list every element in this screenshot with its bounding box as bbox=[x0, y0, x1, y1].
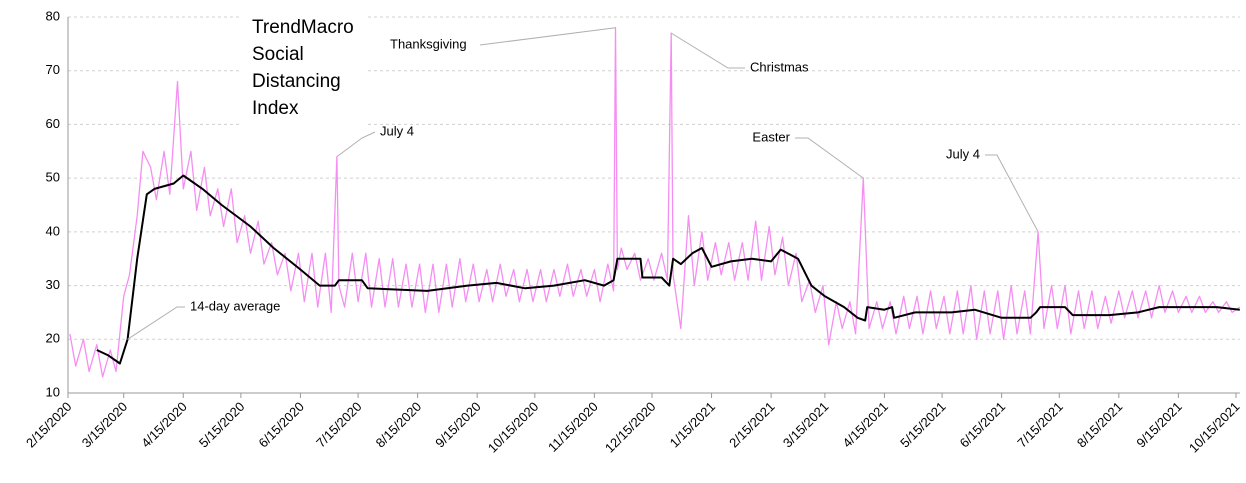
y-tick-label: 40 bbox=[46, 223, 60, 238]
x-tick-label: 1/15/2021 bbox=[667, 399, 719, 451]
leader-line bbox=[479, 27, 616, 46]
x-tick-label: 12/15/2020 bbox=[602, 399, 659, 456]
chart-title: Index bbox=[252, 98, 299, 119]
x-tick-label: 5/15/2020 bbox=[196, 399, 248, 451]
x-tick-label: 9/15/2021 bbox=[1133, 399, 1185, 451]
y-tick-label: 70 bbox=[46, 62, 60, 77]
x-tick-label: 8/15/2020 bbox=[373, 399, 425, 451]
x-tick-label: 3/15/2020 bbox=[79, 399, 131, 451]
series-label: 14-day average bbox=[190, 298, 280, 313]
x-tick-label: 11/15/2020 bbox=[545, 399, 601, 455]
annotation: July 4 bbox=[946, 146, 980, 161]
x-tick-label: 7/15/2021 bbox=[1014, 399, 1066, 451]
x-tick-label: 10/15/2020 bbox=[485, 399, 542, 456]
chart-title: TrendMacro bbox=[252, 17, 354, 38]
chart-title: Social bbox=[252, 44, 304, 65]
x-tick-label: 10/15/2021 bbox=[1186, 399, 1243, 456]
leader-line bbox=[795, 137, 864, 179]
x-tick-label: 2/15/2020 bbox=[23, 399, 75, 451]
leader-line bbox=[985, 154, 1039, 233]
annotation: July 4 bbox=[380, 123, 414, 138]
average-line bbox=[96, 174, 1240, 365]
y-tick-label: 30 bbox=[46, 277, 60, 292]
x-tick-label: 4/15/2020 bbox=[138, 399, 190, 451]
title-box bbox=[240, 8, 368, 134]
x-tick-label: 4/15/2021 bbox=[839, 399, 891, 451]
y-tick-label: 20 bbox=[46, 331, 60, 346]
y-tick-label: 80 bbox=[46, 8, 60, 23]
x-tick-label: 3/15/2021 bbox=[780, 399, 832, 451]
leader-line bbox=[336, 131, 376, 158]
y-tick-label: 50 bbox=[46, 170, 60, 185]
annotation: Easter bbox=[752, 129, 790, 144]
annotation: Christmas bbox=[750, 59, 809, 74]
annotation: Thanksgiving bbox=[390, 36, 467, 51]
leader-line bbox=[127, 306, 185, 340]
x-tick-label: 6/15/2021 bbox=[957, 399, 1009, 451]
x-tick-label: 9/15/2020 bbox=[432, 399, 484, 451]
x-tick-label: 8/15/2021 bbox=[1074, 399, 1126, 451]
x-tick-label: 7/15/2020 bbox=[313, 399, 365, 451]
x-tick-label: 6/15/2020 bbox=[255, 399, 307, 451]
leader-line bbox=[670, 32, 745, 69]
y-tick-label: 10 bbox=[46, 384, 60, 399]
daily-line bbox=[69, 27, 1241, 378]
y-tick-label: 60 bbox=[46, 116, 60, 131]
x-tick-label: 2/15/2021 bbox=[726, 399, 778, 451]
x-tick-label: 5/15/2021 bbox=[897, 399, 949, 451]
chart-title: Distancing bbox=[252, 71, 341, 92]
